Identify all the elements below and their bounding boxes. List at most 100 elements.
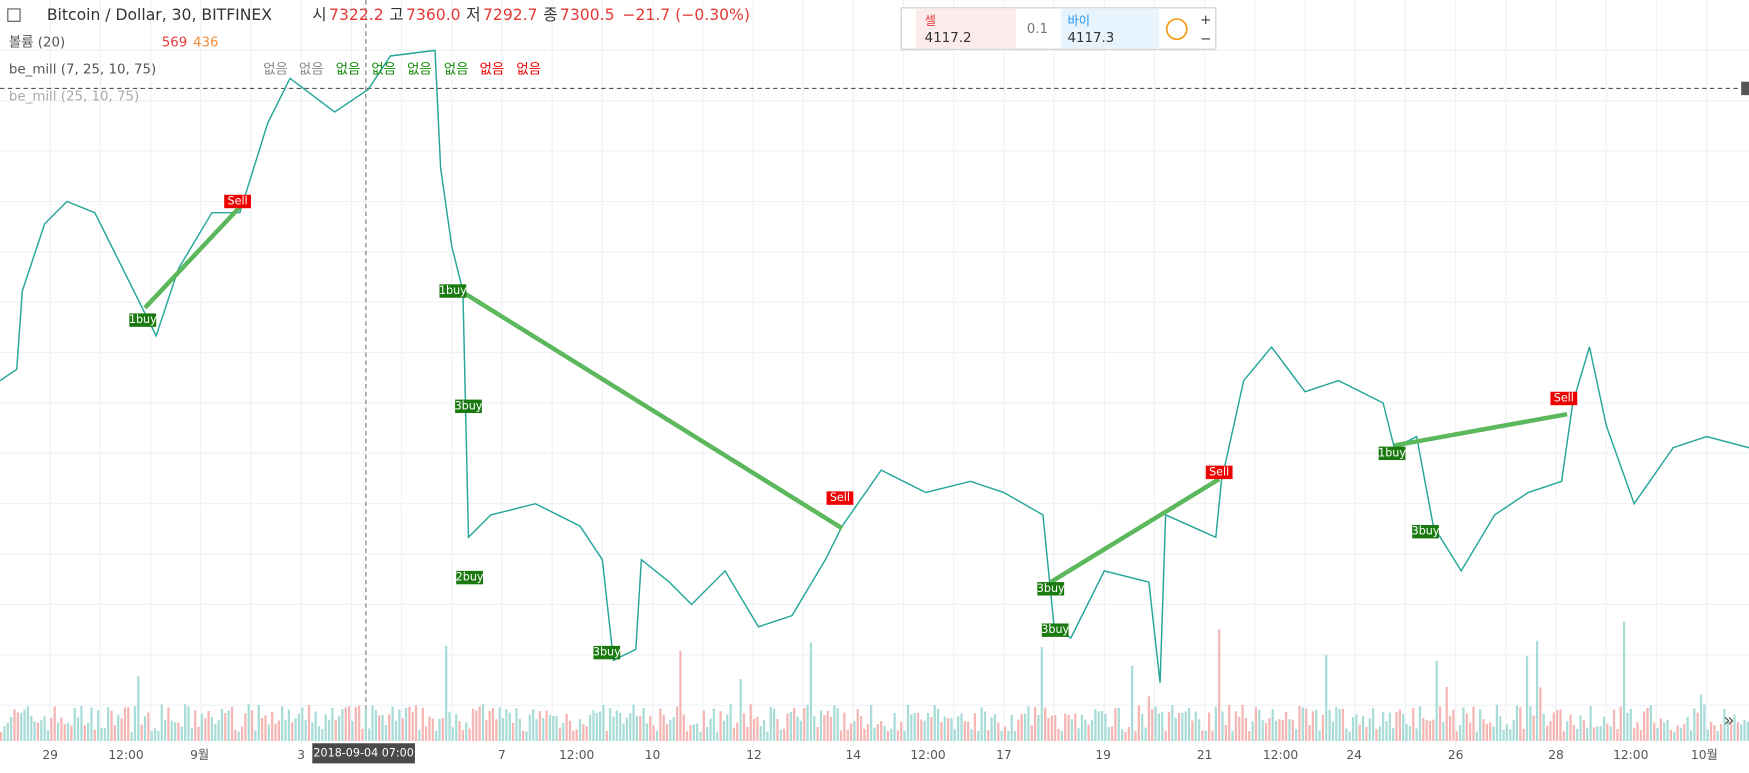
volume-bar	[1281, 719, 1284, 742]
volume-bar	[1532, 715, 1535, 742]
volume-bar	[204, 717, 207, 742]
volume-bar	[906, 704, 910, 742]
volume-bar	[605, 731, 608, 742]
volume-bar	[1472, 706, 1475, 742]
volume-bar	[977, 730, 980, 742]
volume-bar	[793, 707, 796, 742]
volume-bar	[80, 705, 83, 742]
signal-label: Sell	[1554, 391, 1574, 404]
volume-bar	[1653, 722, 1656, 742]
volume-bar	[1174, 717, 1177, 742]
volume-bar	[344, 707, 347, 742]
volume-bar	[46, 730, 50, 742]
volume-bar	[414, 705, 418, 742]
volume-bar	[602, 704, 605, 742]
volume-bar	[1147, 696, 1151, 742]
volume-bar	[1010, 714, 1013, 742]
minus-button[interactable]: −	[1200, 32, 1211, 47]
volume-bar	[224, 713, 227, 742]
quantity[interactable]: 0.1	[1027, 22, 1048, 37]
volume-bar	[1284, 711, 1288, 742]
volume-bar	[1104, 714, 1107, 742]
volume-bar	[271, 711, 274, 742]
indicator-name[interactable]: be_mill (25, 10, 75)	[9, 89, 139, 104]
volume-bar	[1264, 723, 1268, 742]
volume-bar	[1418, 706, 1422, 742]
volume-bar	[615, 710, 618, 742]
collapse-icon[interactable]	[7, 8, 21, 22]
volume-bar	[240, 726, 244, 742]
volume-bar	[117, 714, 120, 742]
x-axis: 29 12:00 9월 3 7 12:00 10 12 14 12:00 17 19 21 12:00 24…	[42, 748, 1717, 762]
volume-bar	[619, 712, 622, 742]
ohlc-value: 7292.7	[483, 5, 538, 24]
volume-bar	[1746, 721, 1749, 742]
x-tick-label: 12	[746, 748, 762, 762]
volume-bar	[334, 719, 337, 742]
volume-bar	[1375, 729, 1378, 742]
scroll-button[interactable]: »	[1723, 710, 1734, 731]
volume-bar	[1522, 728, 1525, 742]
volume-bar	[1512, 720, 1515, 742]
volume-bar	[475, 710, 478, 742]
volume-bar	[776, 719, 779, 742]
volume-bar	[819, 710, 823, 742]
buy-button[interactable]	[1060, 8, 1159, 49]
volume-bar	[833, 705, 836, 742]
volume-bar	[692, 724, 695, 742]
volume-bar	[1398, 709, 1401, 742]
info-icon[interactable]	[1165, 18, 1188, 41]
plus-button[interactable]: +	[1200, 13, 1211, 28]
volume-bar	[1612, 709, 1616, 742]
volume-bar	[220, 709, 224, 742]
volume-bar	[836, 707, 839, 742]
volume-bar	[528, 714, 531, 742]
volume-bar	[1335, 707, 1338, 742]
x-tick-label: 19	[1095, 748, 1111, 762]
volume-bar	[779, 729, 782, 742]
volume-bar	[696, 723, 699, 742]
volume-bar	[435, 730, 438, 742]
indicator-value: 없음	[516, 61, 541, 77]
signal-box	[1037, 582, 1065, 596]
volume-bar	[1110, 726, 1114, 742]
x-tick-label: 12:00	[1613, 748, 1648, 762]
volume-bar	[281, 706, 284, 742]
volume-bar	[923, 720, 926, 742]
volume-bar	[140, 724, 143, 742]
volume-bar	[1040, 646, 1043, 742]
x-tick-label: 9월	[190, 748, 209, 762]
volume-bar	[732, 727, 736, 742]
indicator-name[interactable]: be_mill (7, 25, 10, 75)	[9, 62, 156, 77]
volume-bar	[565, 714, 568, 742]
volume-bar	[160, 704, 163, 742]
volume-bar	[518, 718, 521, 742]
volume-bar	[987, 730, 990, 742]
sell-button[interactable]	[915, 8, 1017, 49]
volume-bar	[1602, 716, 1606, 742]
volume-bar	[1458, 724, 1462, 742]
volume-bar	[1084, 719, 1087, 742]
volume-bar	[244, 713, 247, 742]
volume-bar	[662, 714, 665, 742]
indicator-name[interactable]: 볼륨 (20)	[9, 35, 65, 51]
ohlc-label: 저	[466, 5, 480, 24]
volume-bar	[1539, 687, 1542, 742]
symbol[interactable]: Bitcoin / Dollar, 30, BITFINEX	[47, 5, 272, 24]
volume-bar	[1415, 728, 1418, 742]
volume-bar	[843, 712, 846, 742]
volume-bar	[582, 724, 585, 742]
volume-bar	[0, 732, 3, 742]
volume-bar	[849, 723, 853, 742]
volume-bar	[1599, 726, 1602, 742]
volume-bar	[424, 726, 428, 742]
volume-bar	[274, 723, 277, 742]
x-tick-label: 29	[42, 748, 58, 762]
volume-bar	[1003, 726, 1007, 742]
volume-bar	[1693, 708, 1696, 742]
volume-bar	[341, 709, 344, 742]
signal-label: 3buy	[1041, 623, 1069, 636]
indicator-value: 없음	[336, 61, 361, 77]
volume-bar	[1348, 731, 1351, 742]
volume-bar	[1131, 665, 1134, 742]
